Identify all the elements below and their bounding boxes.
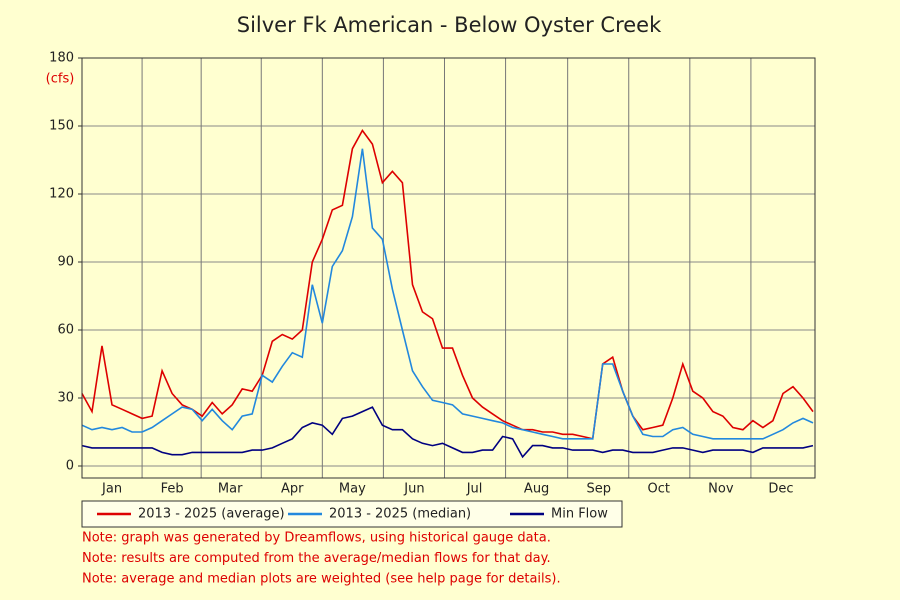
- x-tick-label: Oct: [648, 482, 670, 497]
- legend-label: 2013 - 2025 (average): [138, 507, 285, 522]
- legend-items: 2013 - 2025 (average) 2013 - 2025 (median…: [97, 507, 608, 522]
- x-tick-label: May: [339, 482, 366, 497]
- x-tick-label: Jan: [101, 482, 122, 497]
- x-tick-label: Sep: [586, 482, 611, 497]
- x-tick-label: Mar: [218, 482, 243, 497]
- series-line: [81, 148, 814, 440]
- series-line: [81, 406, 814, 459]
- x-tick-label: Feb: [161, 482, 184, 497]
- chart-title: Silver Fk American - Below Oyster Creek: [237, 13, 662, 37]
- y-tick-label: 60: [57, 323, 74, 338]
- y-tick-label: 30: [57, 391, 74, 406]
- x-tick-label: Dec: [768, 482, 793, 497]
- y-tick-label: 90: [57, 255, 74, 270]
- y-tick-label: 180: [49, 51, 74, 66]
- x-tick-label: Aug: [524, 482, 549, 497]
- y-tick-label: 0: [66, 459, 74, 474]
- notes: Note: graph was generated by Dreamflows,…: [82, 531, 561, 587]
- x-tick-label: Jun: [403, 482, 424, 497]
- series-line: [81, 129, 814, 440]
- y-tick-label: 120: [49, 187, 74, 202]
- x-tick-label: Nov: [708, 482, 734, 497]
- note: Note: graph was generated by Dreamflows,…: [82, 531, 551, 546]
- note: Note: average and median plots are weigh…: [82, 572, 561, 587]
- y-axis-label: (cfs): [46, 72, 75, 87]
- note: Note: results are computed from the aver…: [82, 551, 551, 566]
- legend-label: Min Flow: [551, 507, 608, 522]
- grid: [78, 57, 815, 478]
- y-tick-label: 150: [49, 119, 74, 134]
- lines: [81, 129, 814, 459]
- x-tick-label: Apr: [281, 482, 304, 497]
- plot-frame: [81, 57, 816, 479]
- legend-label: 2013 - 2025 (median): [329, 507, 471, 522]
- x-tick-label: Jul: [466, 482, 483, 497]
